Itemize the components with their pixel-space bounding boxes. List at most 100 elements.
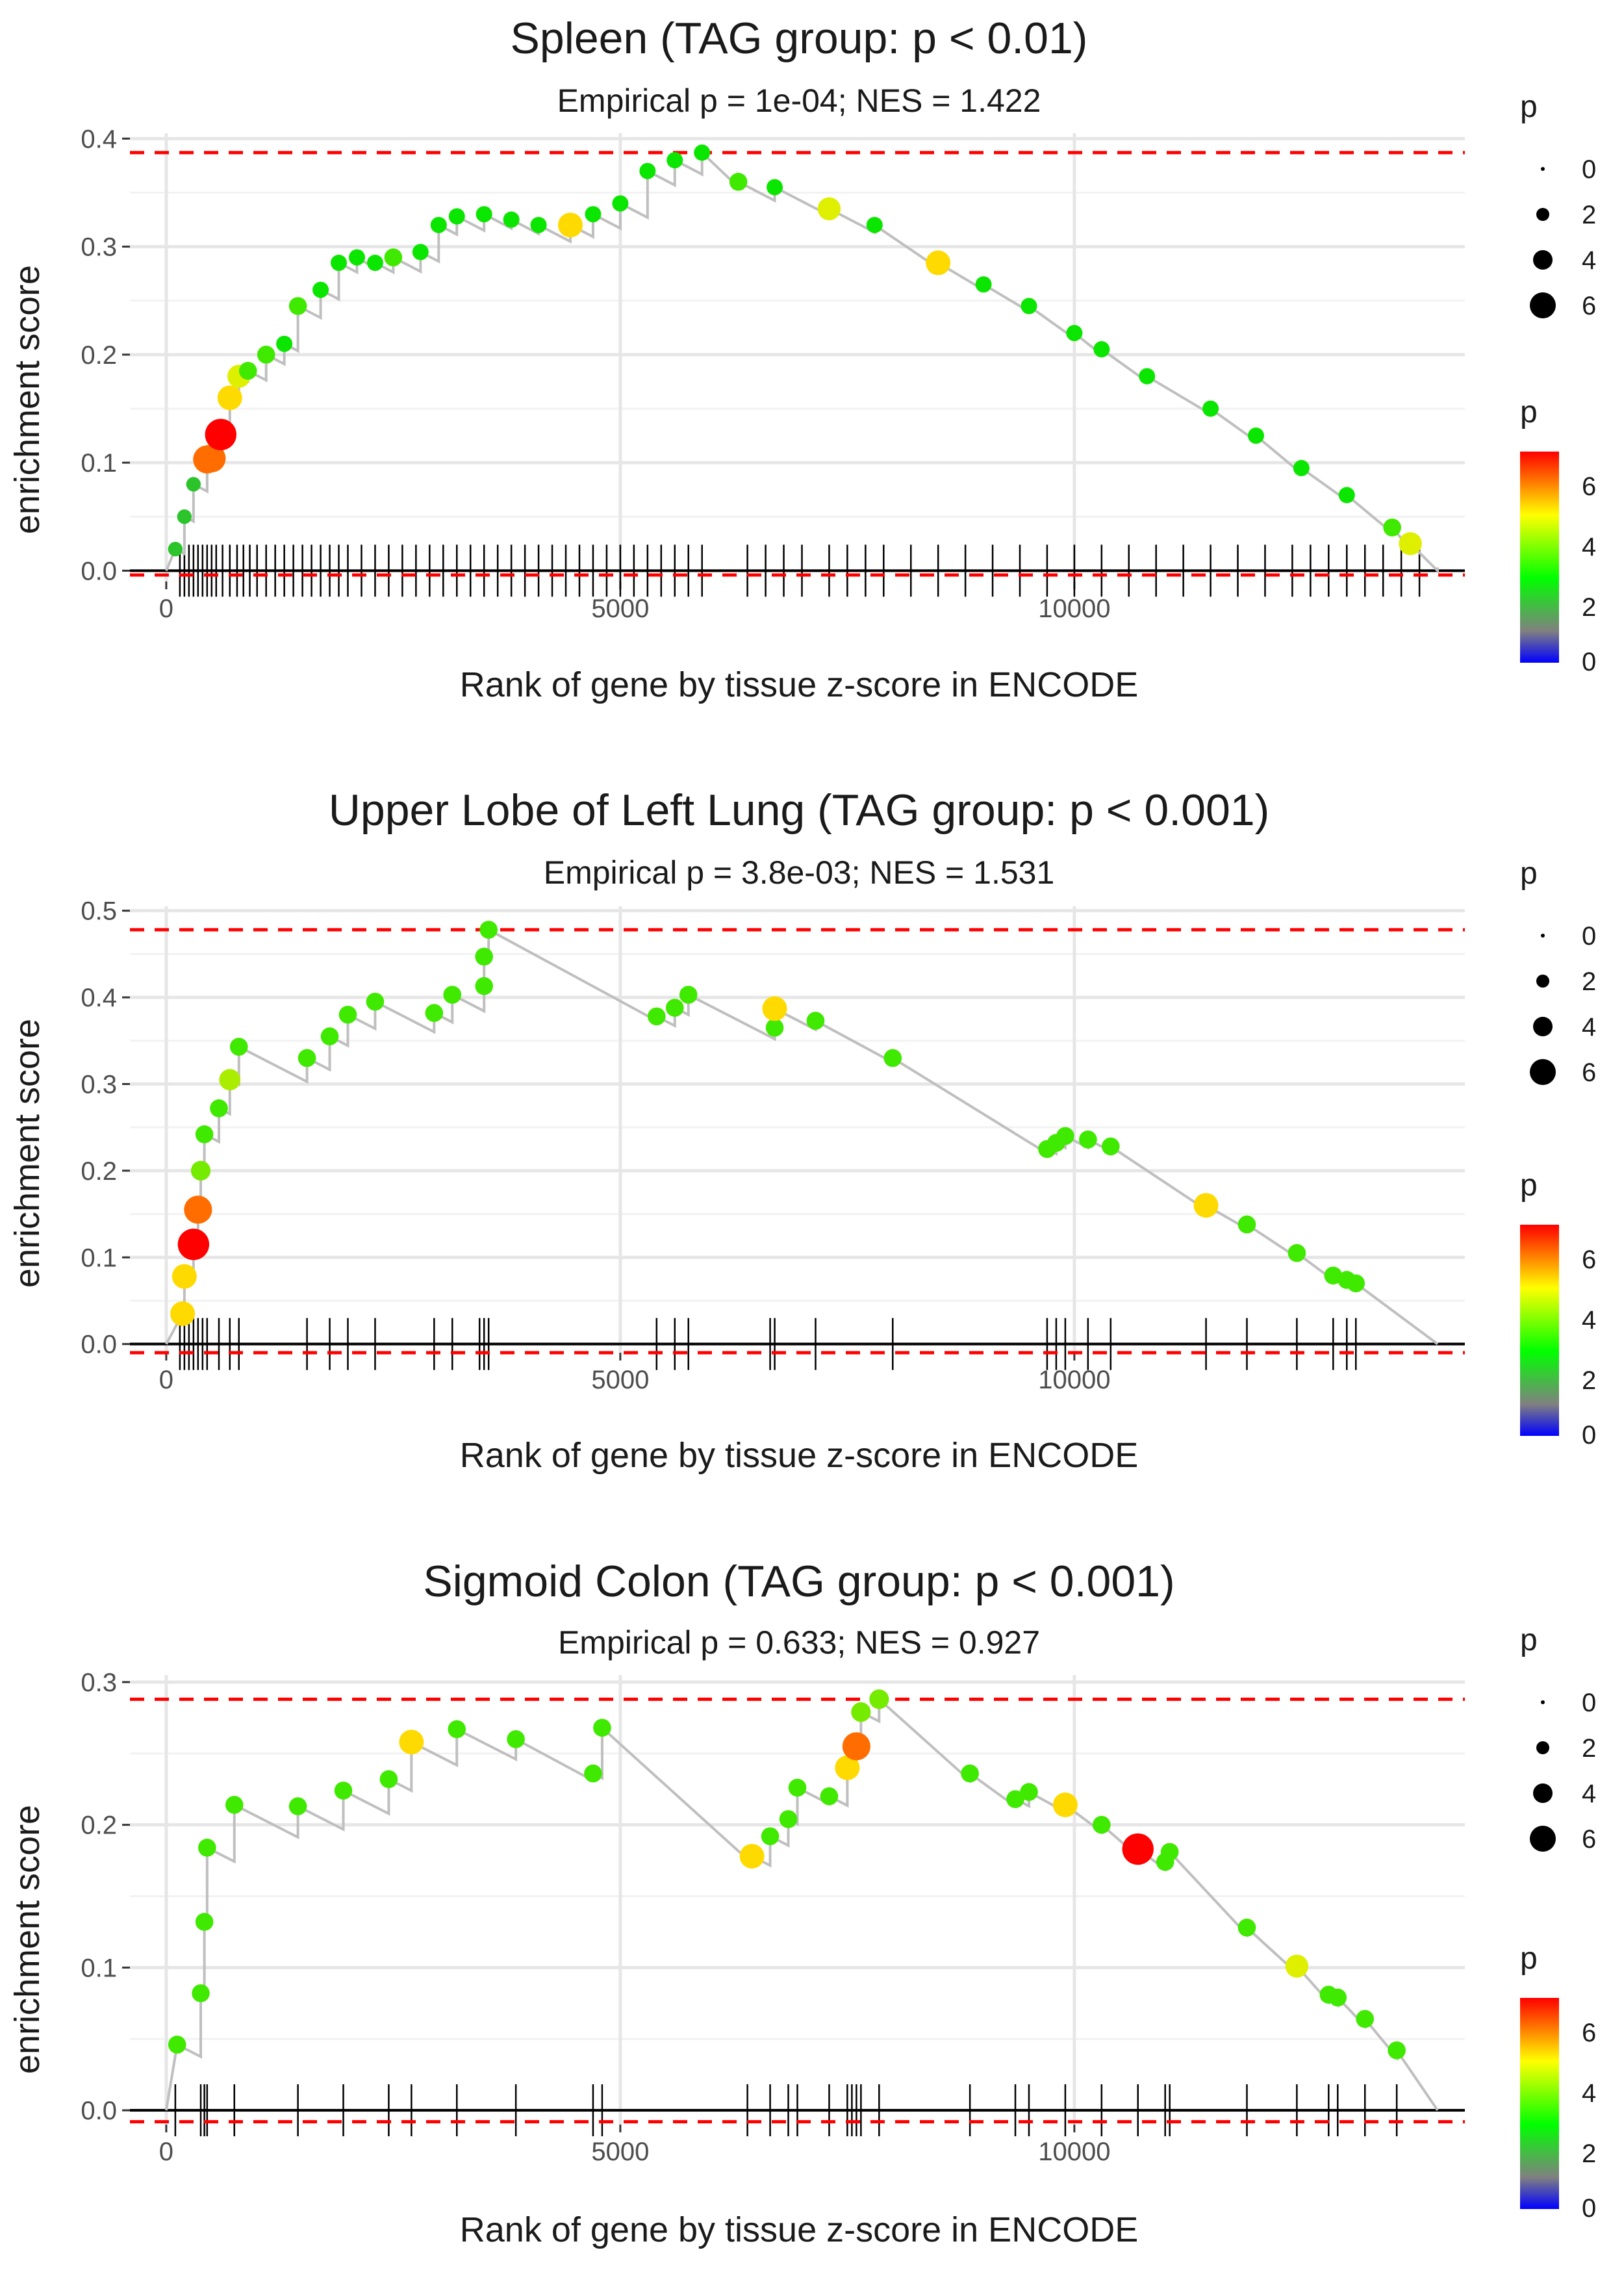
data-point	[788, 1778, 807, 1797]
data-point	[779, 1810, 798, 1828]
panel-upper-lobe-left-lung: Upper Lobe of Left Lung (TAG group: p < …	[8, 786, 1596, 1475]
data-point	[430, 216, 447, 233]
data-point	[1288, 1244, 1306, 1262]
data-point	[679, 986, 698, 1004]
data-point	[331, 255, 348, 272]
x-tick-label: 10000	[1038, 1366, 1110, 1394]
data-point	[170, 1301, 196, 1326]
data-point	[1066, 325, 1083, 342]
color-legend-title: p	[1520, 1941, 1538, 1976]
y-tick-label: 0.1	[81, 1244, 117, 1272]
data-point	[817, 197, 841, 221]
data-point	[366, 255, 383, 272]
x-tick-label: 10000	[1038, 594, 1110, 623]
running-es-line	[165, 149, 1440, 574]
y-tick-label: 0.1	[81, 449, 117, 478]
data-point	[177, 1229, 210, 1260]
colorbar-label: 6	[1582, 472, 1596, 501]
data-point	[312, 281, 329, 298]
y-tick-label: 0.2	[81, 1157, 117, 1186]
colorbar-label: 0	[1582, 648, 1596, 676]
data-point	[585, 206, 602, 223]
data-point	[1328, 1988, 1347, 2007]
data-point	[558, 212, 583, 238]
data-point	[1399, 532, 1422, 556]
data-point	[298, 1049, 316, 1067]
data-point	[1093, 1815, 1111, 1834]
y-axis-label: enrichment score	[8, 265, 47, 534]
data-point	[975, 276, 992, 293]
size-legend-title: p	[1520, 1623, 1538, 1657]
size-legend-dot-2	[1536, 1741, 1549, 1754]
colorbar-label: 0	[1582, 1421, 1596, 1450]
data-point	[171, 1264, 197, 1289]
data-point	[475, 947, 494, 966]
colorbar	[1520, 1998, 1559, 2209]
data-point	[1285, 1954, 1309, 1978]
size-legend-dot-0	[1541, 934, 1545, 938]
panel-title: Upper Lobe of Left Lung (TAG group: p < …	[329, 786, 1269, 835]
data-point	[1237, 1919, 1256, 1937]
data-point	[384, 248, 403, 267]
data-point	[806, 1012, 825, 1030]
size-legend-dot-4	[1533, 250, 1553, 270]
size-legend-dot-2	[1536, 208, 1549, 221]
size-legend-label: 2	[1582, 967, 1596, 996]
data-point	[334, 1782, 353, 1800]
data-point	[288, 297, 307, 315]
y-tick-label: 0.5	[81, 897, 117, 926]
data-point	[1293, 459, 1310, 476]
data-point	[835, 1755, 860, 1780]
data-point	[866, 216, 883, 233]
y-tick-label: 0.0	[81, 1331, 117, 1359]
data-point	[530, 216, 547, 233]
data-point	[593, 1718, 611, 1737]
data-point	[1056, 1127, 1074, 1145]
size-legend-label: 6	[1582, 1825, 1596, 1854]
data-point	[761, 1827, 780, 1846]
size-legend-label: 0	[1582, 922, 1596, 951]
x-tick-label: 5000	[591, 1366, 649, 1394]
size-legend-title: p	[1520, 90, 1538, 124]
size-legend-dot-6	[1530, 292, 1556, 318]
size-legend-label: 6	[1582, 292, 1596, 320]
data-point	[729, 173, 748, 191]
data-point	[1202, 400, 1219, 417]
y-tick-label: 0.4	[81, 125, 117, 153]
y-tick-label: 0.2	[81, 341, 117, 370]
y-tick-label: 0.2	[81, 1811, 117, 1840]
data-point	[584, 1764, 602, 1783]
data-point	[1020, 1783, 1038, 1801]
x-tick-label: 5000	[591, 594, 649, 623]
x-tick-label: 0	[159, 2138, 173, 2166]
data-point	[288, 1797, 307, 1815]
data-point	[379, 1770, 398, 1789]
size-legend-dot-0	[1541, 167, 1545, 171]
panel-title: Spleen (TAG group: p < 0.01)	[511, 14, 1088, 63]
data-point	[1193, 1193, 1219, 1218]
legend: p 0 2 4 6 p 6 4 2 0	[1520, 90, 1596, 676]
data-point	[1006, 1790, 1024, 1808]
data-point	[197, 444, 226, 473]
data-point	[195, 1125, 214, 1143]
data-point	[184, 1195, 212, 1224]
x-tick-label: 10000	[1038, 2138, 1110, 2166]
data-point	[366, 992, 385, 1011]
data-point	[238, 361, 257, 380]
size-legend-dot-2	[1536, 975, 1549, 988]
data-point	[412, 244, 429, 261]
x-tick-label: 5000	[591, 2138, 649, 2166]
size-legend-label: 0	[1582, 155, 1596, 184]
data-point	[320, 1027, 339, 1045]
data-point	[186, 477, 201, 492]
y-tick-label: 0.4	[81, 984, 117, 1012]
y-tick-label: 0.1	[81, 1954, 117, 1982]
colorbar-label: 6	[1582, 1246, 1596, 1274]
size-legend-label: 2	[1582, 201, 1596, 229]
panel-subtitle: Empirical p = 3.8e-03; NES = 1.531	[544, 854, 1055, 891]
data-point	[762, 996, 787, 1021]
data-point	[765, 1018, 784, 1037]
x-axis-label: Rank of gene by tissue z-score in ENCODE	[460, 1436, 1138, 1475]
data-point	[820, 1787, 839, 1806]
